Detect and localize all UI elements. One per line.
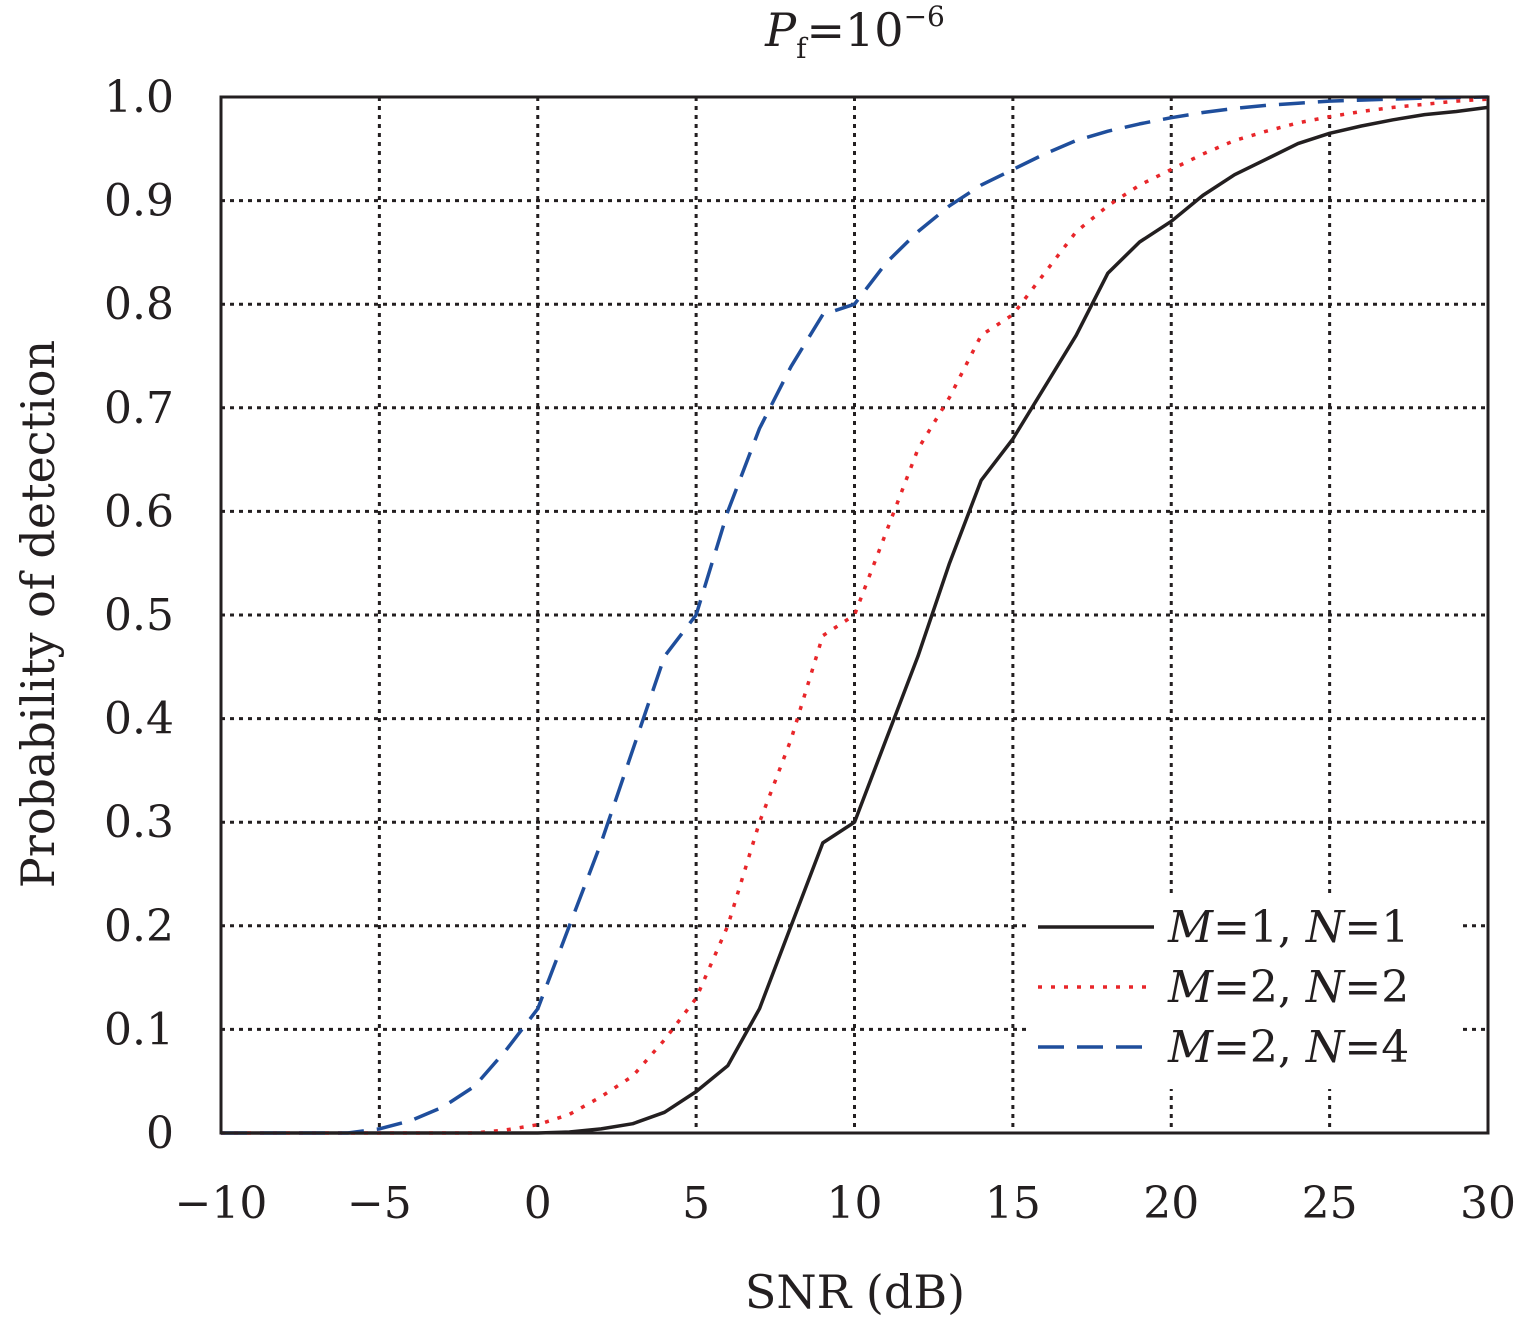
legend-label: M=2, N=4	[1167, 1022, 1409, 1073]
x-tick-label: 5	[682, 1178, 710, 1229]
title-symbol: P	[764, 3, 797, 57]
x-tick-label: 25	[1302, 1178, 1358, 1229]
y-tick-label: 0.6	[104, 486, 174, 537]
x-tick-label: 0	[524, 1178, 552, 1229]
title-relation: =10	[806, 3, 903, 57]
y-tick-label: 0.1	[104, 1004, 174, 1055]
x-tick-label: 10	[827, 1178, 883, 1229]
x-tick-labels: −10 −5 0 5 10 15 20 25 30	[175, 1178, 1516, 1229]
y-tick-label: 0.3	[104, 797, 174, 848]
y-tick-label: 0.8	[104, 279, 174, 330]
y-axis-label: Probability of detection	[11, 340, 65, 888]
x-tick-label: −10	[175, 1178, 268, 1229]
y-tick-label: 0.4	[104, 694, 174, 745]
series-lines	[221, 95, 1489, 1135]
y-tick-label: 0.7	[104, 383, 174, 434]
series-line	[221, 105, 1489, 1135]
x-tick-label: −5	[347, 1178, 412, 1229]
grid-lines	[221, 97, 1488, 1133]
y-tick-label: 0.5	[104, 590, 174, 641]
x-tick-label: 20	[1143, 1178, 1199, 1229]
title-exponent: −6	[904, 0, 945, 33]
x-tick-label: 30	[1460, 1178, 1516, 1229]
legend-label: M=1, N=1	[1167, 902, 1409, 953]
y-tick-label: 1.0	[104, 72, 174, 123]
title-subscript: f	[796, 32, 809, 65]
series-line	[221, 97, 1489, 1135]
y-tick-label: 0.9	[104, 176, 174, 227]
x-tick-label: 15	[985, 1178, 1041, 1229]
x-axis-label: SNR (dB)	[745, 1265, 965, 1319]
legend-label: M=2, N=2	[1167, 962, 1409, 1013]
chart-title: Pf=10−6	[764, 0, 945, 65]
y-tick-label: 0.2	[104, 901, 174, 952]
plot-frame	[219, 95, 1490, 1135]
series-line	[221, 95, 1489, 1135]
y-tick-label: 0	[146, 1108, 174, 1159]
legend: M=1, N=1 M=2, N=2 M=2, N=4	[1028, 893, 1460, 1089]
y-tick-labels: 0 0.1 0.2 0.3 0.4 0.5 0.6 0.7 0.8 0.9 1.0	[104, 72, 174, 1159]
